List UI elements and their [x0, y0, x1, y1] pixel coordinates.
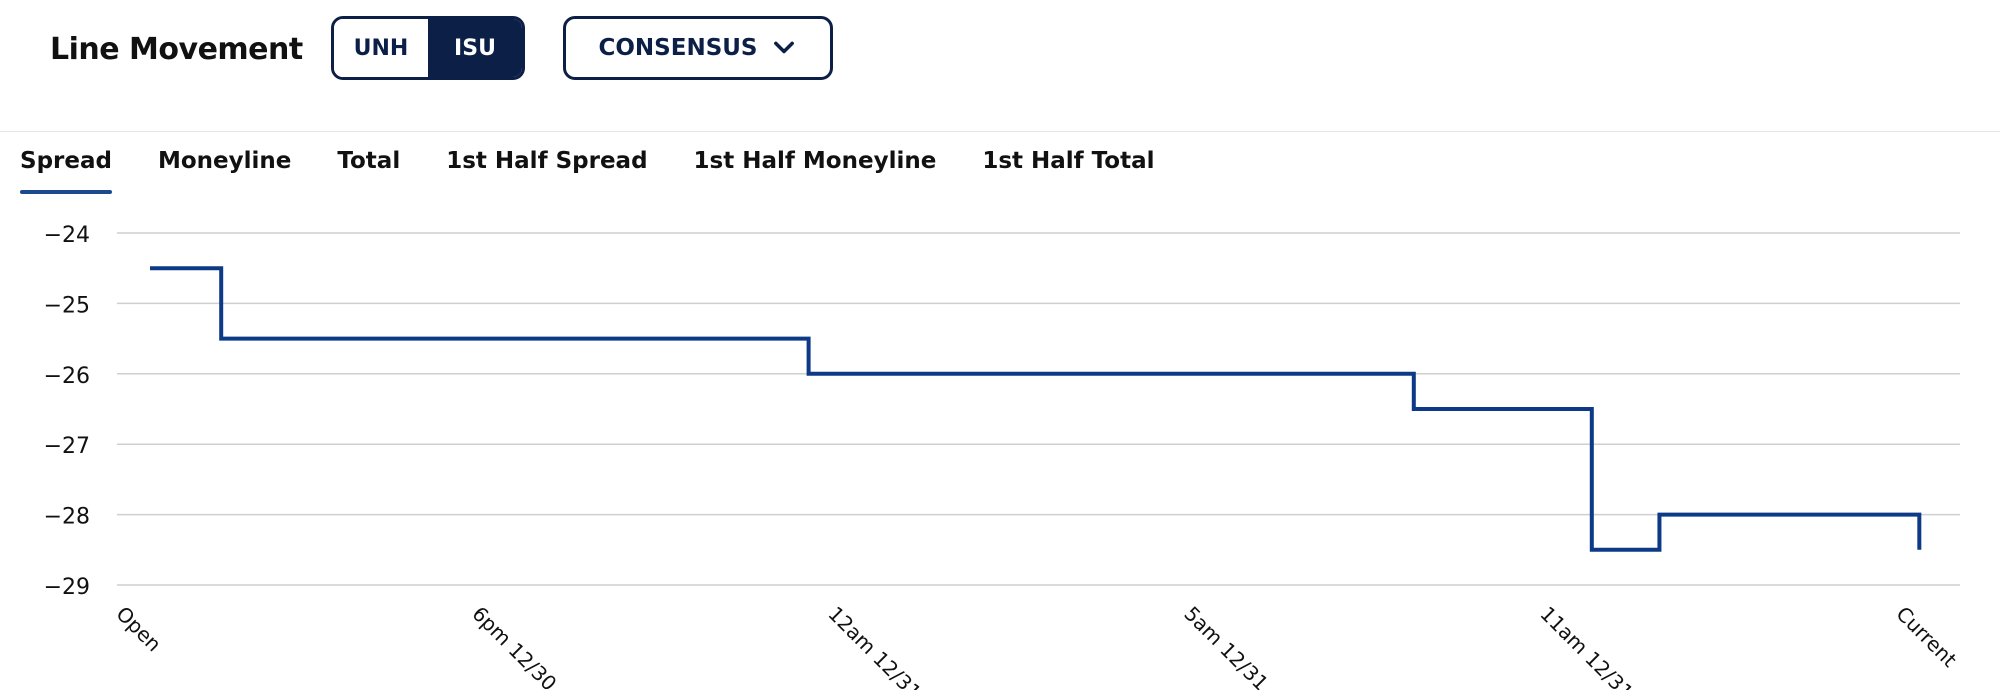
team-toggle: UNH ISU [331, 16, 525, 80]
tab-1st-half-spread[interactable]: 1st Half Spread [446, 148, 648, 174]
x-tick-label: 11am 12/31 [1535, 602, 1638, 690]
y-tick-label: −29 [44, 575, 90, 600]
y-tick-label: −24 [44, 223, 90, 248]
team-button-unh[interactable]: UNH [334, 19, 428, 77]
y-tick-label: −26 [44, 364, 90, 389]
tab-moneyline[interactable]: Moneyline [157, 148, 292, 174]
tab-1st-half-total[interactable]: 1st Half Total [982, 148, 1155, 174]
y-tick-label: −25 [44, 293, 90, 318]
x-tick-label: 6pm 12/30 [467, 602, 561, 690]
tab-total[interactable]: Total [337, 148, 401, 174]
header: Line Movement UNH ISU CONSENSUS [0, 0, 2000, 132]
market-tabs: Spread Moneyline Total 1st Half Spread 1… [20, 148, 1201, 194]
x-tick-label: Open [111, 602, 166, 657]
y-tick-label: −27 [44, 434, 90, 459]
x-tick-label: 12am 12/31 [823, 602, 926, 690]
x-tick-label: Current [1891, 602, 1961, 672]
tab-spread[interactable]: Spread [20, 148, 112, 194]
y-tick-label: −28 [44, 505, 90, 530]
team-button-isu[interactable]: ISU [428, 19, 522, 77]
page-title: Line Movement [50, 32, 303, 67]
tab-1st-half-moneyline[interactable]: 1st Half Moneyline [693, 148, 937, 174]
chevron-down-icon [773, 41, 794, 54]
source-dropdown[interactable]: CONSENSUS [563, 16, 833, 80]
source-dropdown-label: CONSENSUS [598, 35, 758, 61]
x-tick-label: 5am 12/31 [1179, 602, 1273, 690]
spread-line [150, 266, 1922, 552]
